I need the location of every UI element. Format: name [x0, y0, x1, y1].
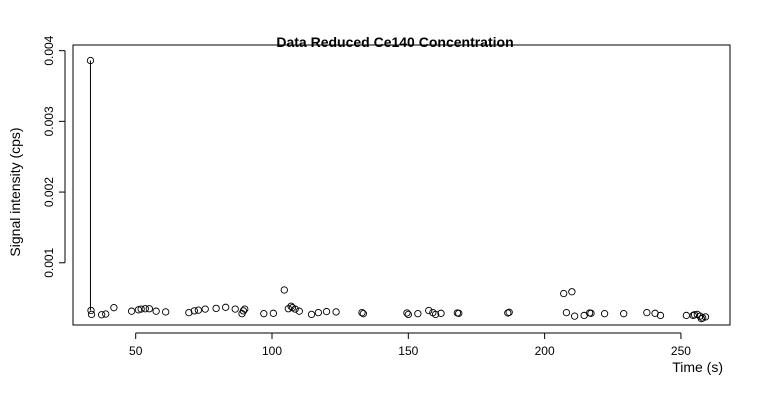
data-point — [137, 305, 145, 313]
data-point — [212, 304, 220, 313]
data-point — [600, 310, 609, 318]
data-point — [425, 306, 433, 315]
data-point — [314, 308, 323, 317]
data-point — [201, 305, 209, 313]
y-axis-label: Signal intensity (cps) — [7, 127, 23, 256]
x-tick-label: 50 — [129, 344, 143, 358]
data-point — [110, 304, 118, 312]
data-points — [86, 56, 710, 323]
data-point — [307, 310, 316, 319]
data-point — [269, 309, 278, 317]
data-point — [87, 306, 95, 315]
data-point — [280, 286, 288, 294]
data-point — [97, 311, 106, 319]
data-point — [437, 309, 445, 317]
data-point — [643, 308, 651, 317]
data-point — [562, 308, 571, 317]
data-point — [239, 307, 248, 315]
y-tick-label: 0.003 — [42, 106, 56, 136]
data-point — [102, 310, 110, 318]
x-tick-label: 150 — [398, 344, 418, 358]
data-point — [185, 308, 193, 317]
data-point — [560, 289, 568, 298]
data-point — [689, 311, 697, 320]
data-point — [134, 306, 143, 314]
data-point — [141, 305, 149, 313]
data-point — [260, 310, 268, 318]
data-point — [431, 310, 440, 319]
x-tick-label: 200 — [535, 344, 555, 358]
data-point — [620, 310, 628, 318]
data-point — [697, 314, 706, 323]
data-point — [86, 56, 95, 65]
data-point — [152, 307, 160, 315]
chart-title: Data Reduced Ce140 Concentration — [276, 34, 513, 50]
data-point — [194, 306, 203, 314]
data-point — [291, 305, 299, 313]
x-tick-label: 250 — [671, 344, 691, 358]
data-point — [222, 303, 230, 311]
data-point — [145, 305, 153, 313]
data-point — [231, 305, 239, 313]
data-point — [587, 309, 595, 317]
y-tick-label: 0.004 — [42, 35, 56, 65]
data-point — [295, 307, 303, 315]
y-tick-label: 0.002 — [42, 177, 56, 207]
data-point — [455, 309, 463, 317]
data-point — [701, 313, 710, 321]
data-point — [241, 305, 249, 313]
data-point — [570, 312, 579, 320]
data-point — [682, 311, 691, 320]
data-point — [284, 305, 293, 313]
y-axis: 0.001 0.002 0.003 0.004 — [42, 35, 66, 278]
data-point — [505, 308, 513, 316]
x-tick-label: 100 — [262, 344, 282, 358]
data-point — [127, 307, 136, 315]
data-point — [332, 308, 340, 316]
x-axis: 50 100 150 200 250 — [129, 332, 691, 358]
data-point — [359, 310, 367, 318]
data-point — [322, 307, 331, 316]
data-point — [656, 311, 665, 320]
x-axis-label: Time (s) — [672, 359, 723, 375]
data-point — [403, 309, 411, 317]
data-point — [404, 310, 412, 319]
y-tick-label: 0.001 — [42, 247, 56, 277]
data-point — [358, 308, 366, 317]
data-point — [568, 288, 576, 296]
plot-area — [72, 44, 731, 326]
data-point — [690, 311, 699, 319]
data-point — [87, 310, 96, 319]
data-point — [504, 309, 512, 317]
data-point — [414, 310, 422, 318]
data-point — [162, 308, 170, 316]
data-point — [190, 307, 198, 315]
